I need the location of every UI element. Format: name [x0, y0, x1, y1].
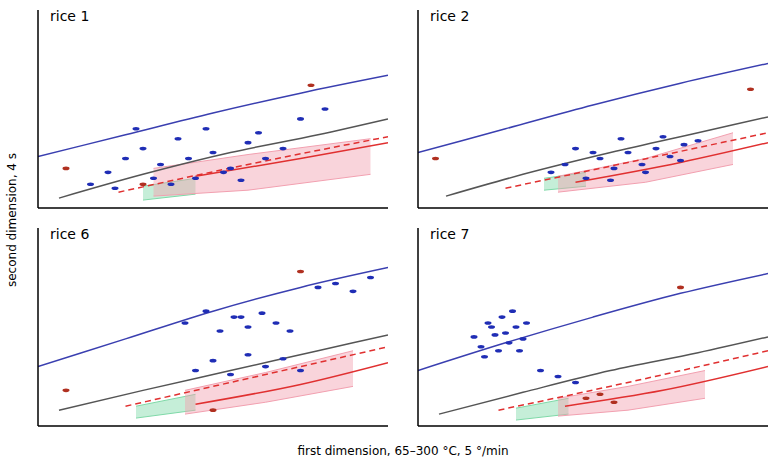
html-text:rice 7: rice 7 [430, 226, 470, 242]
html-text:rice 1: rice 1 [50, 8, 90, 24]
svg-text:second dimension, 4 s: second dimension, 4 s [5, 153, 19, 287]
html-text:rice 6: rice 6 [50, 226, 90, 242]
html-text:rice 2: rice 2 [430, 8, 470, 24]
html-text:first dimension, 65–300 °C, 5: first dimension, 65–300 °C, 5 °/min [297, 444, 509, 458]
